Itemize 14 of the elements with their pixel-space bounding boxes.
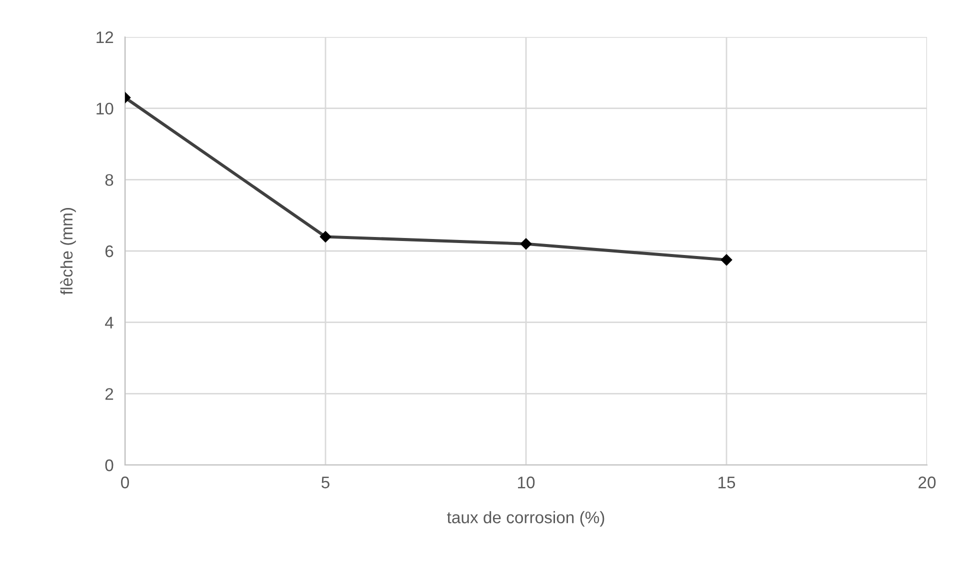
x-tick-label: 15 <box>718 476 736 488</box>
y-tick-label: 6 <box>105 245 114 258</box>
x-tick-label: 5 <box>322 476 330 488</box>
y-axis-title: flèche (mm) <box>60 208 76 295</box>
x-tick-label: 10 <box>518 476 535 488</box>
x-axis-title: taux de corrosion (%) <box>447 511 604 527</box>
x-tick-label: 0 <box>121 476 129 488</box>
y-tick-label: 0 <box>105 459 114 472</box>
y-tick-label: 10 <box>96 102 114 115</box>
y-tick-label: 8 <box>105 174 114 186</box>
y-tick-label: 4 <box>105 316 114 328</box>
y-tick-label: 2 <box>105 388 114 400</box>
x-tick-label: 20 <box>918 476 936 488</box>
y-tick-label: 12 <box>96 31 114 44</box>
